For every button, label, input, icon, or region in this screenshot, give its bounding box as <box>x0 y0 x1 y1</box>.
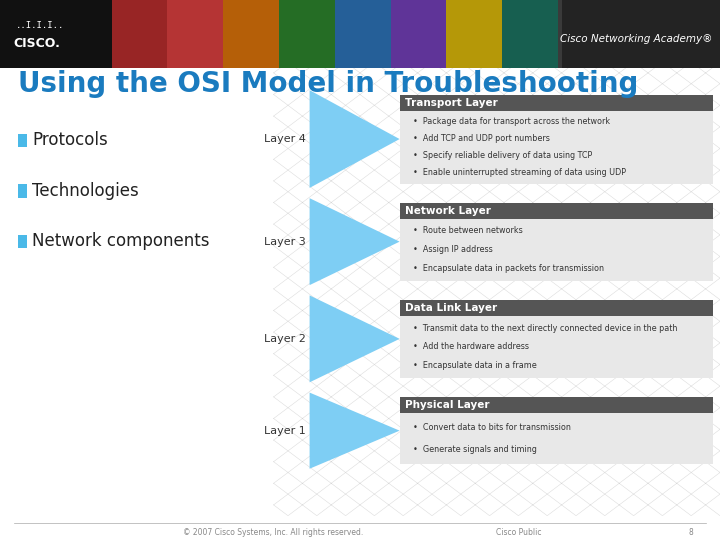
FancyBboxPatch shape <box>400 316 713 378</box>
Text: •  Generate signals and timing: • Generate signals and timing <box>413 446 536 454</box>
FancyBboxPatch shape <box>400 219 713 281</box>
Text: •  Assign IP address: • Assign IP address <box>413 245 492 254</box>
Text: •  Add TCP and UDP port numbers: • Add TCP and UDP port numbers <box>413 134 549 143</box>
FancyBboxPatch shape <box>0 0 720 68</box>
Text: 8: 8 <box>689 528 693 537</box>
Text: Protocols: Protocols <box>32 131 108 150</box>
Text: ..I.I.I..: ..I.I.I.. <box>16 21 64 30</box>
Text: Transport Layer: Transport Layer <box>405 98 498 107</box>
FancyBboxPatch shape <box>0 68 720 540</box>
Text: CISCO.: CISCO. <box>13 37 60 50</box>
FancyBboxPatch shape <box>18 235 27 248</box>
FancyBboxPatch shape <box>562 0 720 68</box>
FancyBboxPatch shape <box>400 413 713 464</box>
FancyBboxPatch shape <box>279 0 335 68</box>
Text: Layer 4: Layer 4 <box>264 134 306 144</box>
Text: •  Convert data to bits for transmission: • Convert data to bits for transmission <box>413 423 570 432</box>
Text: •  Encapsulate data in a frame: • Encapsulate data in a frame <box>413 361 536 370</box>
Text: •  Route between networks: • Route between networks <box>413 226 522 235</box>
FancyBboxPatch shape <box>400 111 713 184</box>
Text: Network components: Network components <box>32 232 210 251</box>
Text: Technologies: Technologies <box>32 181 139 200</box>
Text: •  Transmit data to the next directly connected device in the path: • Transmit data to the next directly con… <box>413 323 677 333</box>
FancyBboxPatch shape <box>503 0 558 68</box>
Polygon shape <box>310 295 400 382</box>
Text: © 2007 Cisco Systems, Inc. All rights reserved.: © 2007 Cisco Systems, Inc. All rights re… <box>184 528 364 537</box>
Text: Cisco Public: Cisco Public <box>495 528 541 537</box>
Text: •  Package data for transport across the network: • Package data for transport across the … <box>413 117 610 126</box>
Text: •  Add the hardware address: • Add the hardware address <box>413 342 528 352</box>
Polygon shape <box>310 90 400 188</box>
Text: Data Link Layer: Data Link Layer <box>405 303 498 313</box>
Text: •  Specify reliable delivery of data using TCP: • Specify reliable delivery of data usin… <box>413 151 592 160</box>
FancyBboxPatch shape <box>223 0 279 68</box>
FancyBboxPatch shape <box>400 94 713 111</box>
Text: Layer 3: Layer 3 <box>264 237 306 247</box>
FancyBboxPatch shape <box>446 0 503 68</box>
Text: Network Layer: Network Layer <box>405 206 491 215</box>
FancyBboxPatch shape <box>400 300 713 316</box>
FancyBboxPatch shape <box>400 202 713 219</box>
Text: Using the OSI Model in Troubleshooting: Using the OSI Model in Troubleshooting <box>18 70 639 98</box>
Text: Physical Layer: Physical Layer <box>405 400 490 410</box>
FancyBboxPatch shape <box>18 184 27 198</box>
Polygon shape <box>310 393 400 469</box>
FancyBboxPatch shape <box>112 0 167 68</box>
FancyBboxPatch shape <box>18 134 27 147</box>
Text: •  Encapsulate data in packets for transmission: • Encapsulate data in packets for transm… <box>413 264 603 273</box>
Text: Layer 1: Layer 1 <box>264 426 306 436</box>
Text: Cisco Networking Academy®: Cisco Networking Academy® <box>560 34 713 44</box>
FancyBboxPatch shape <box>335 0 390 68</box>
FancyBboxPatch shape <box>400 397 713 413</box>
FancyBboxPatch shape <box>0 0 112 68</box>
Text: •  Enable uninterrupted streaming of data using UDP: • Enable uninterrupted streaming of data… <box>413 168 626 177</box>
FancyBboxPatch shape <box>167 0 223 68</box>
FancyBboxPatch shape <box>390 0 446 68</box>
Polygon shape <box>310 198 400 285</box>
Text: Layer 2: Layer 2 <box>264 334 306 344</box>
